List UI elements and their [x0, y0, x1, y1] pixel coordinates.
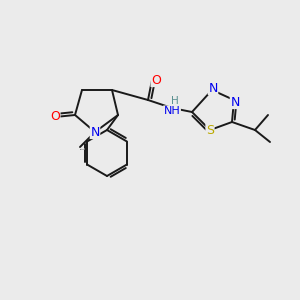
Text: S: S — [206, 124, 214, 136]
Text: O: O — [50, 110, 60, 124]
Text: methyl: methyl — [81, 147, 86, 148]
Text: methyl: methyl — [80, 148, 84, 150]
Text: N: N — [208, 82, 218, 94]
Text: methyl: methyl — [74, 148, 79, 149]
Text: N: N — [230, 95, 240, 109]
Text: NH: NH — [164, 106, 180, 116]
Text: O: O — [151, 74, 161, 86]
Text: H: H — [171, 96, 179, 106]
Text: N: N — [90, 125, 100, 139]
